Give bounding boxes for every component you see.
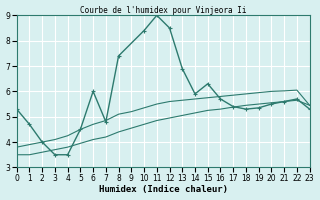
X-axis label: Humidex (Indice chaleur): Humidex (Indice chaleur) — [99, 185, 228, 194]
Title: Courbe de l'humidex pour Vinjeora Ii: Courbe de l'humidex pour Vinjeora Ii — [80, 6, 246, 15]
